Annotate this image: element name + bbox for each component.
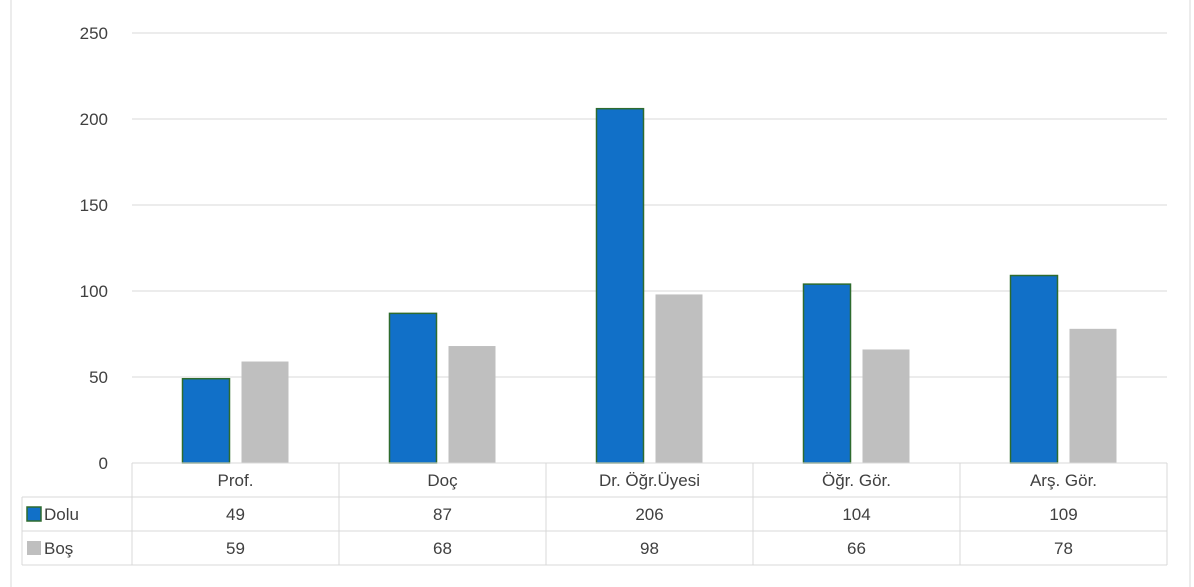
y-tick-label: 0 — [99, 454, 108, 473]
data-table-value: 59 — [226, 539, 245, 558]
bar-boş — [655, 294, 703, 463]
category-label: Arş. Gör. — [1030, 471, 1097, 490]
bar-dolu — [802, 283, 852, 464]
data-table-value: 87 — [433, 505, 452, 524]
bar-dolu — [388, 312, 438, 464]
data-table-value: 206 — [635, 505, 663, 524]
bar-boş — [1069, 328, 1117, 463]
data-table-value: 98 — [640, 539, 659, 558]
legend-key-dolu — [26, 506, 42, 522]
legend-label: Boş — [44, 539, 73, 558]
data-table-value: 66 — [847, 539, 866, 558]
data-table-value: 68 — [433, 539, 452, 558]
category-label: Öğr. Gör. — [822, 471, 891, 490]
y-tick-label: 100 — [80, 282, 108, 301]
data-table-value: 104 — [842, 505, 870, 524]
data-table-value: 109 — [1049, 505, 1077, 524]
bar-boş — [862, 349, 910, 463]
bar-boş — [448, 346, 496, 463]
y-tick-label: 200 — [80, 110, 108, 129]
data-table: Prof. Doç Dr. Öğr.Üyesi Öğr. Gör. Arş. Gör. D… — [21, 462, 1168, 566]
data-table-value: 49 — [226, 505, 245, 524]
y-tick-label: 150 — [80, 196, 108, 215]
bar-dolu — [595, 107, 645, 464]
bars — [181, 107, 1117, 464]
gridlines — [132, 32, 1167, 378]
legend-label: Dolu — [44, 505, 79, 524]
bar-dolu — [1009, 274, 1059, 464]
legend-key-boş — [27, 541, 41, 555]
bar-boş — [241, 361, 289, 463]
category-label: Doç — [427, 471, 458, 490]
y-axis-ticks: 0 50 100 150 200 250 — [80, 24, 108, 473]
bar-dolu — [181, 377, 231, 464]
y-tick-label: 50 — [89, 368, 108, 387]
y-tick-label: 250 — [80, 24, 108, 43]
category-label: Dr. Öğr.Üyesi — [599, 471, 700, 490]
category-label: Prof. — [218, 471, 254, 490]
data-table-value: 78 — [1054, 539, 1073, 558]
